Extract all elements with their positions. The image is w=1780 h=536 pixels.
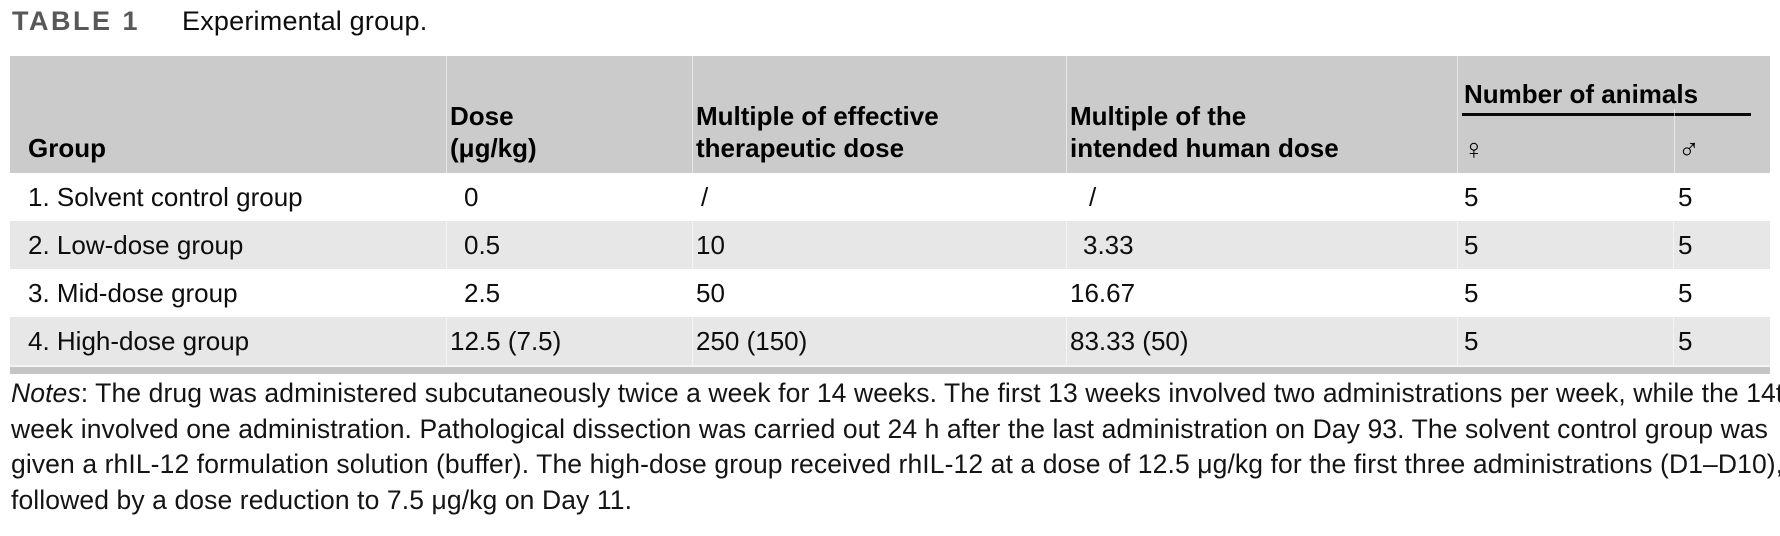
group-cell: 3. Mid-dose group [28, 278, 238, 308]
table-bottom-border [10, 365, 1770, 374]
mult-human-cell: 16.67 [1066, 269, 1457, 317]
mult-effective-cell: / [692, 173, 1066, 221]
table-row: 2. Low-dose group 0.5 10 3.33 5 5 [10, 221, 1770, 269]
notes-label: Notes [11, 378, 81, 408]
table-notes: Notes: The drug was administered subcuta… [11, 376, 1780, 518]
table-row: 3. Mid-dose group 2.5 50 16.67 5 5 [10, 269, 1770, 317]
sex-subheader-row: ♀ ♂ [1458, 109, 1770, 173]
dose-cell: 0 [446, 173, 692, 221]
table-label: TABLE 1 [12, 6, 141, 36]
female-count-cell: 5 [1457, 317, 1673, 365]
male-count-cell: 5 [1673, 269, 1770, 317]
group-cell: 4. High-dose group [28, 326, 250, 356]
group-cell: 2. Low-dose group [28, 230, 244, 260]
notes-line: followed by a dose reduction to 7.5 μg/k… [11, 484, 633, 515]
mult-human-cell: / [1066, 173, 1457, 221]
mult-human-cell: 3.33 [1066, 221, 1457, 269]
mult-effective-cell: 10 [692, 221, 1066, 269]
notes-line: week involved one administration. Pathol… [11, 413, 1769, 444]
female-count-cell: 5 [1457, 269, 1673, 317]
dose-cell: 12.5 (7.5) [446, 317, 692, 365]
male-count-cell: 5 [1673, 317, 1770, 365]
mult-human-header: Multiple of the intended human dose [1066, 56, 1457, 173]
number-of-animals-label: Number of animals [1464, 79, 1699, 109]
table-caption: Experimental group. [182, 6, 428, 36]
notes-line: given a rhIL-12 formulation solution (bu… [11, 449, 1780, 479]
mult-effective-cell: 250 (150) [692, 317, 1066, 365]
female-count-cell: 5 [1457, 221, 1673, 269]
dose-cell: 2.5 [446, 269, 692, 317]
number-of-animals-header: Number of animals ♀ ♂ [1457, 56, 1770, 173]
table-header-row: Group Dose (μg/kg) Multiple of effective… [10, 56, 1770, 173]
male-icon: ♂ [1674, 109, 1771, 173]
male-count-cell: 5 [1673, 221, 1770, 269]
table-title: TABLE 1 Experimental group. [12, 6, 427, 42]
female-icon: ♀ [1463, 134, 1485, 166]
group-header: Group [28, 133, 106, 163]
dose-header: Dose (μg/kg) [446, 56, 692, 173]
female-count-cell: 5 [1457, 173, 1673, 221]
table-row: 4. High-dose group 12.5 (7.5) 250 (150) … [10, 317, 1770, 365]
dose-cell: 0.5 [446, 221, 692, 269]
table-row: 1. Solvent control group 0 / / 5 5 [10, 173, 1770, 221]
mult-effective-header: Multiple of effective therapeutic dose [692, 56, 1066, 173]
mult-effective-cell: 50 [692, 269, 1066, 317]
number-of-animals-underline: Number of animals [1462, 78, 1751, 116]
male-count-cell: 5 [1673, 173, 1770, 221]
group-cell: 1. Solvent control group [28, 182, 303, 212]
experimental-group-table: Group Dose (μg/kg) Multiple of effective… [10, 56, 1770, 374]
notes-line: Notes: The drug was administered subcuta… [11, 378, 1780, 408]
mult-human-cell: 83.33 (50) [1066, 317, 1457, 365]
